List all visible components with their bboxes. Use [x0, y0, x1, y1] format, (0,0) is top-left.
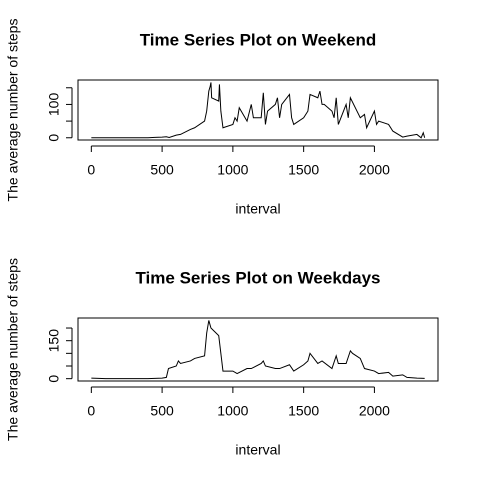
- x-tick-label: 1000: [217, 403, 248, 419]
- data-line: [91, 82, 426, 139]
- x-tick-label: 500: [150, 403, 174, 419]
- y-tick-label: 150: [46, 329, 62, 353]
- x-tick-label: 2000: [359, 403, 390, 419]
- y-tick-label: 0: [46, 134, 62, 142]
- x-tick-label: 1500: [288, 162, 319, 178]
- x-tick-label: 1000: [217, 162, 248, 178]
- x-tick-label: 0: [87, 403, 95, 419]
- plot-box: [77, 79, 439, 141]
- y-axis-label: The average number of steps: [5, 258, 21, 441]
- x-tick-label: 2000: [359, 162, 390, 178]
- x-tick-label: 0: [87, 162, 95, 178]
- x-tick-label: 500: [150, 162, 174, 178]
- plot-box: [77, 317, 439, 382]
- y-tick-label: 0: [46, 375, 62, 383]
- data-line: [91, 320, 425, 380]
- y-tick-label: 100: [46, 93, 62, 117]
- x-tick-label: 1500: [288, 403, 319, 419]
- y-axis-label: The average number of steps: [5, 19, 21, 202]
- x-axis-label: interval: [235, 201, 280, 217]
- chart-title: Time Series Plot on Weekdays: [135, 268, 380, 287]
- chart-title: Time Series Plot on Weekend: [140, 30, 377, 49]
- x-axis-label: interval: [235, 442, 280, 458]
